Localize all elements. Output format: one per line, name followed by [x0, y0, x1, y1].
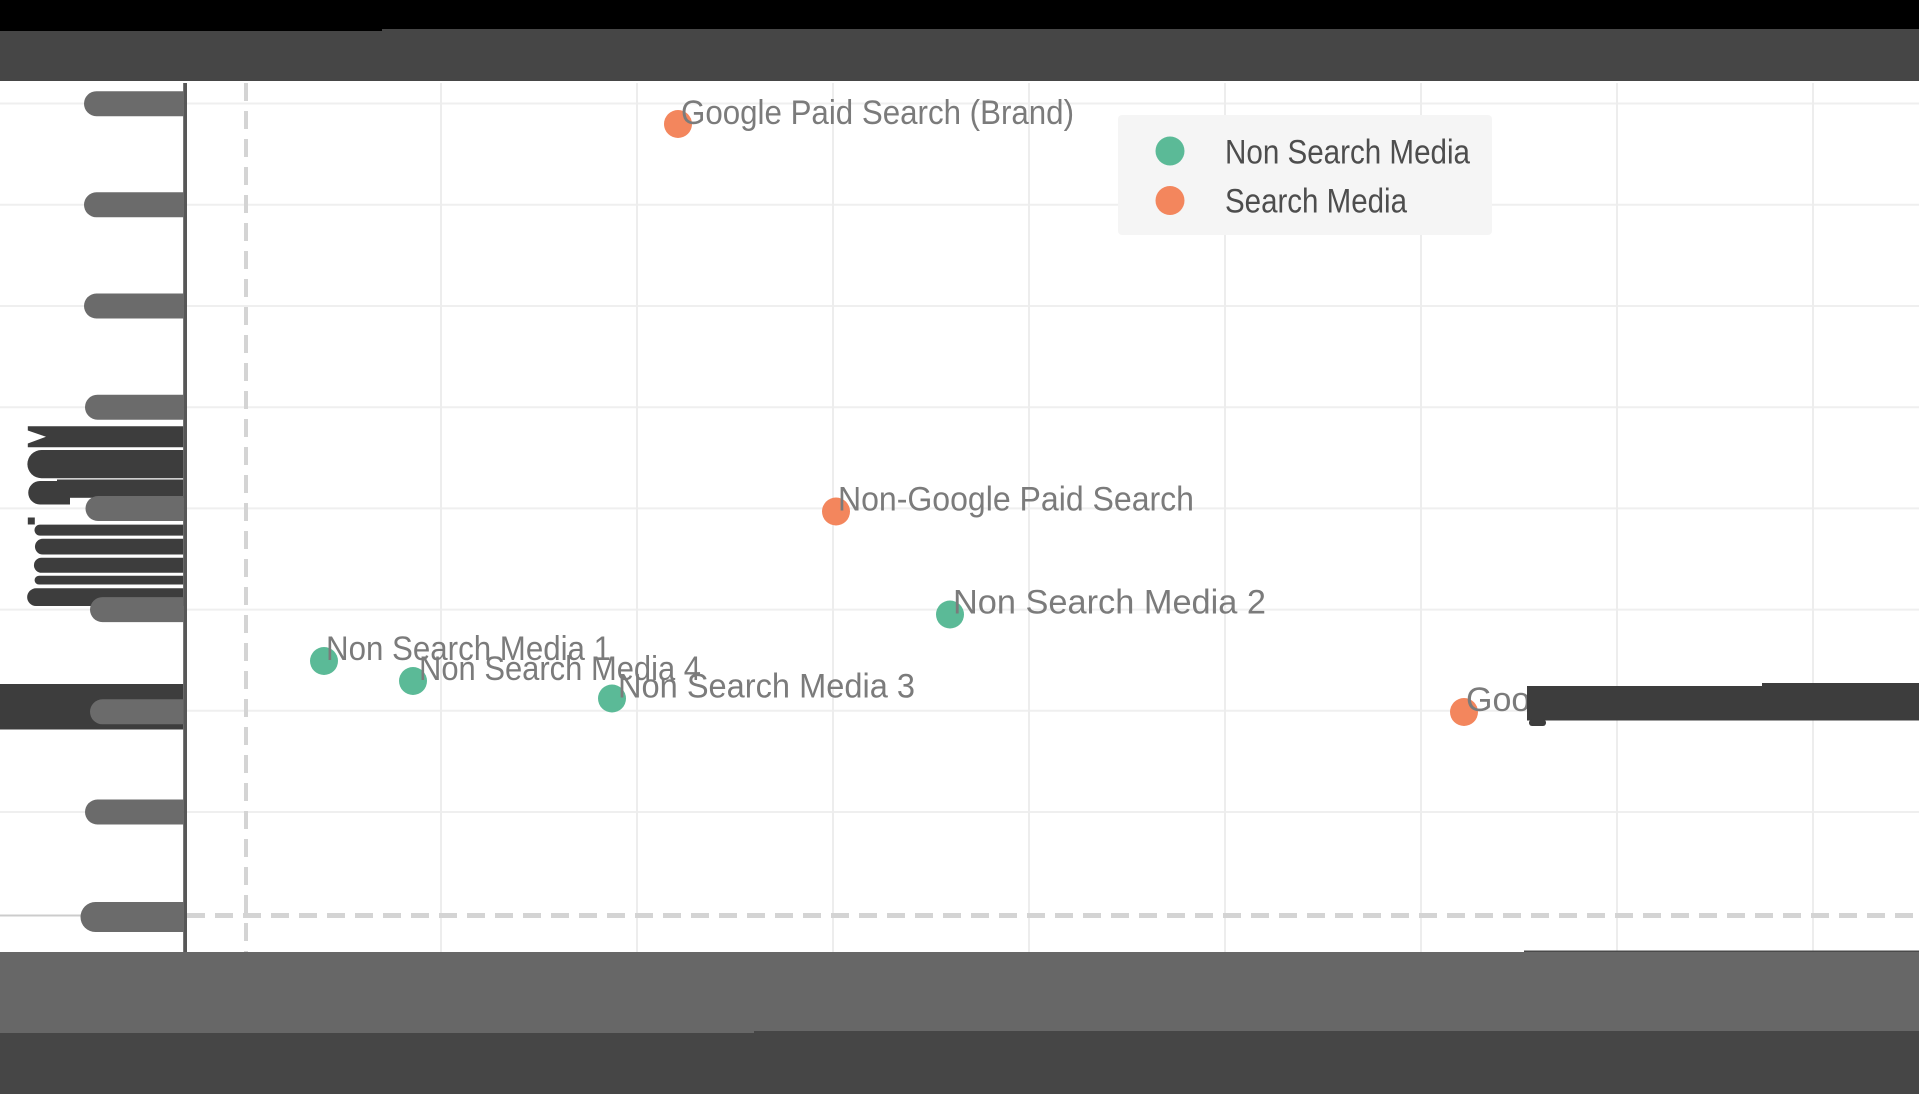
svg-text:Non Search Media: Non Search Media	[1225, 134, 1470, 172]
svg-text:Non Search Media 3: Non Search Media 3	[618, 668, 915, 706]
svg-text:Google Paid Search (Brand): Google Paid Search (Brand)	[681, 94, 1074, 132]
svg-text:Search Media: Search Media	[1225, 183, 1407, 221]
svg-text:Non Search Media 2: Non Search Media 2	[953, 584, 1266, 622]
svg-text:Non Search Media 1: Non Search Media 1	[326, 630, 611, 668]
svg-text:Non Search Media 4: Non Search Media 4	[419, 650, 701, 688]
svg-text:Non-Google Paid Search: Non-Google Paid Search	[838, 481, 1194, 519]
